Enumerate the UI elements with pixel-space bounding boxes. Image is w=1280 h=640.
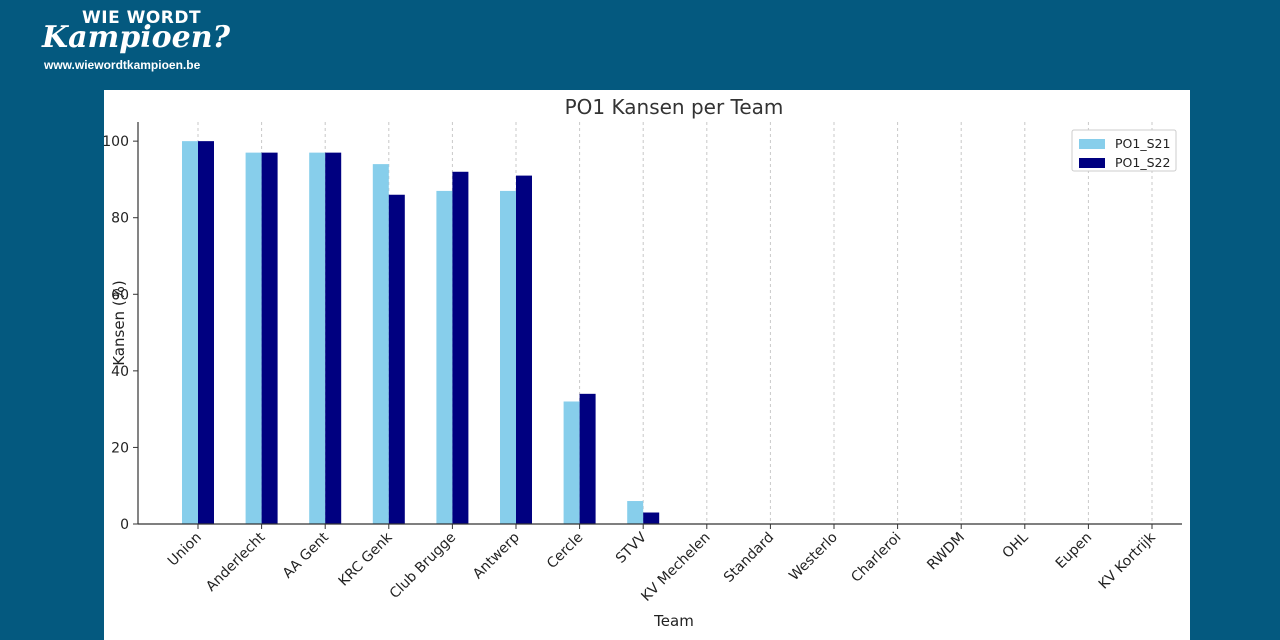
brand-url: www.wiewordtkampioen.be bbox=[44, 58, 201, 72]
x-tick-label: Standard bbox=[721, 530, 777, 586]
x-tick-label: Club Brugge bbox=[387, 530, 459, 602]
x-tick-label: Anderlecht bbox=[203, 529, 269, 595]
y-tick-label: 100 bbox=[104, 134, 129, 150]
y-tick-label: 80 bbox=[111, 211, 129, 227]
legend: PO1_S21 PO1_S22 bbox=[1071, 129, 1177, 172]
legend-swatch bbox=[1079, 158, 1105, 168]
bar-po1-s22 bbox=[643, 512, 660, 524]
x-tick-label: AA Gent bbox=[280, 529, 333, 582]
x-tick-label: Charleroi bbox=[848, 530, 904, 586]
y-axis-label: Kansen (%) bbox=[110, 280, 128, 366]
bar-po1-s22 bbox=[198, 141, 214, 524]
x-tick-label: RWDM bbox=[924, 530, 968, 574]
bar-po1-s21 bbox=[372, 164, 389, 524]
legend-label: PO1_S22 bbox=[1115, 155, 1170, 170]
x-tick-label: Cercle bbox=[544, 530, 586, 572]
x-tick-label: STVV bbox=[613, 529, 650, 566]
bar-po1-s21 bbox=[500, 190, 516, 524]
chart-title: PO1 Kansen per Team bbox=[565, 95, 784, 119]
brand-logo: WIE WORDT Kampioen? www.wiewordtkampioen… bbox=[40, 8, 240, 78]
bars bbox=[182, 141, 660, 524]
bar-po1-s21 bbox=[182, 141, 198, 524]
axes bbox=[137, 122, 1182, 525]
bar-po1-s21 bbox=[627, 501, 644, 524]
y-tick-label: 20 bbox=[111, 440, 129, 456]
x-tick-label: OHL bbox=[1000, 529, 1032, 561]
brand-line-1: WIE WORDT bbox=[82, 8, 202, 28]
bar-po1-s22 bbox=[325, 152, 342, 524]
y-tick-label: 0 bbox=[120, 517, 129, 533]
y-ticks: 0 20 40 60 80 100 bbox=[104, 134, 138, 533]
bar-po1-s21 bbox=[245, 152, 262, 524]
x-tick-label: Eupen bbox=[1053, 530, 1095, 572]
x-tick-label: KRC Genk bbox=[336, 529, 397, 590]
x-axis-label: Team bbox=[653, 612, 694, 630]
x-tick-label: Union bbox=[165, 530, 205, 570]
legend-label: PO1_S21 bbox=[1115, 136, 1170, 151]
legend-swatch bbox=[1079, 139, 1105, 149]
brand-line-2: Kampioen? bbox=[42, 20, 231, 55]
y-tick-label: 60 bbox=[111, 287, 129, 303]
bar-po1-s21 bbox=[563, 401, 580, 524]
x-tick-label: Antwerp bbox=[470, 529, 523, 582]
x-tick-label: KV Kortrijk bbox=[1096, 529, 1160, 593]
bar-po1-s22 bbox=[452, 171, 469, 524]
x-tick-label: Westerlo bbox=[786, 530, 841, 585]
bar-po1-s22 bbox=[516, 175, 532, 524]
bar-po1-s21 bbox=[309, 152, 326, 524]
y-tick-label: 40 bbox=[111, 364, 129, 380]
bar-po1-s22 bbox=[261, 152, 278, 524]
bar-po1-s22 bbox=[388, 194, 405, 524]
bar-po1-s21 bbox=[436, 190, 453, 524]
bar-po1-s22 bbox=[579, 393, 596, 524]
chart-panel: 0 20 40 60 80 100 Union Anderlecht AA Gent KRC G… bbox=[104, 90, 1190, 640]
